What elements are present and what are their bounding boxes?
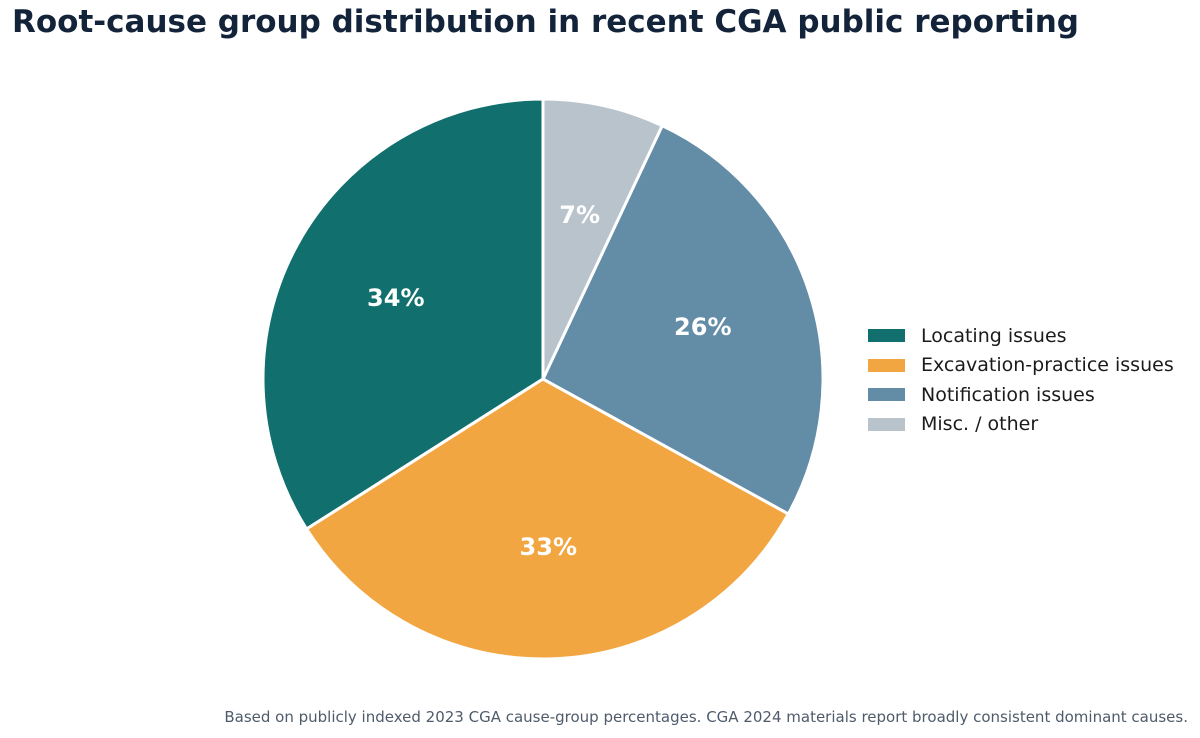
legend-swatch xyxy=(868,417,905,431)
pie-slice-misc-other xyxy=(541,97,664,381)
pie-slice-labels: 34% 33% 26% 7% xyxy=(367,201,731,561)
legend-item-locating: Locating issues xyxy=(868,321,1174,351)
pie-slice-label: 26% xyxy=(674,313,731,341)
pie-slice-label: 34% xyxy=(367,284,424,312)
pie-slice-label: 7% xyxy=(559,201,600,229)
legend-label: Misc. / other xyxy=(921,413,1039,436)
chart-legend: Locating issues Excavation-practice issu… xyxy=(868,321,1174,439)
legend-swatch xyxy=(868,329,905,343)
legend-label: Notification issues xyxy=(921,383,1095,406)
chart-caption: Based on publicly indexed 2023 CGA cause… xyxy=(224,708,1188,726)
pie-slice-label: 33% xyxy=(520,533,577,561)
legend-label: Locating issues xyxy=(921,324,1067,347)
legend-item-notification: Notification issues xyxy=(868,380,1174,410)
legend-swatch xyxy=(868,358,905,372)
chart-title: Root-cause group distribution in recent … xyxy=(12,4,1080,40)
legend-label: Excavation-practice issues xyxy=(921,354,1174,377)
legend-item-excavation: Excavation-practice issues xyxy=(868,351,1174,381)
legend-swatch xyxy=(868,388,905,402)
legend-item-misc: Misc. / other xyxy=(868,410,1174,440)
pie-slices xyxy=(261,97,825,661)
pie-slice-locating-issues xyxy=(261,97,545,531)
pie-slice-notification-issues xyxy=(541,124,825,516)
